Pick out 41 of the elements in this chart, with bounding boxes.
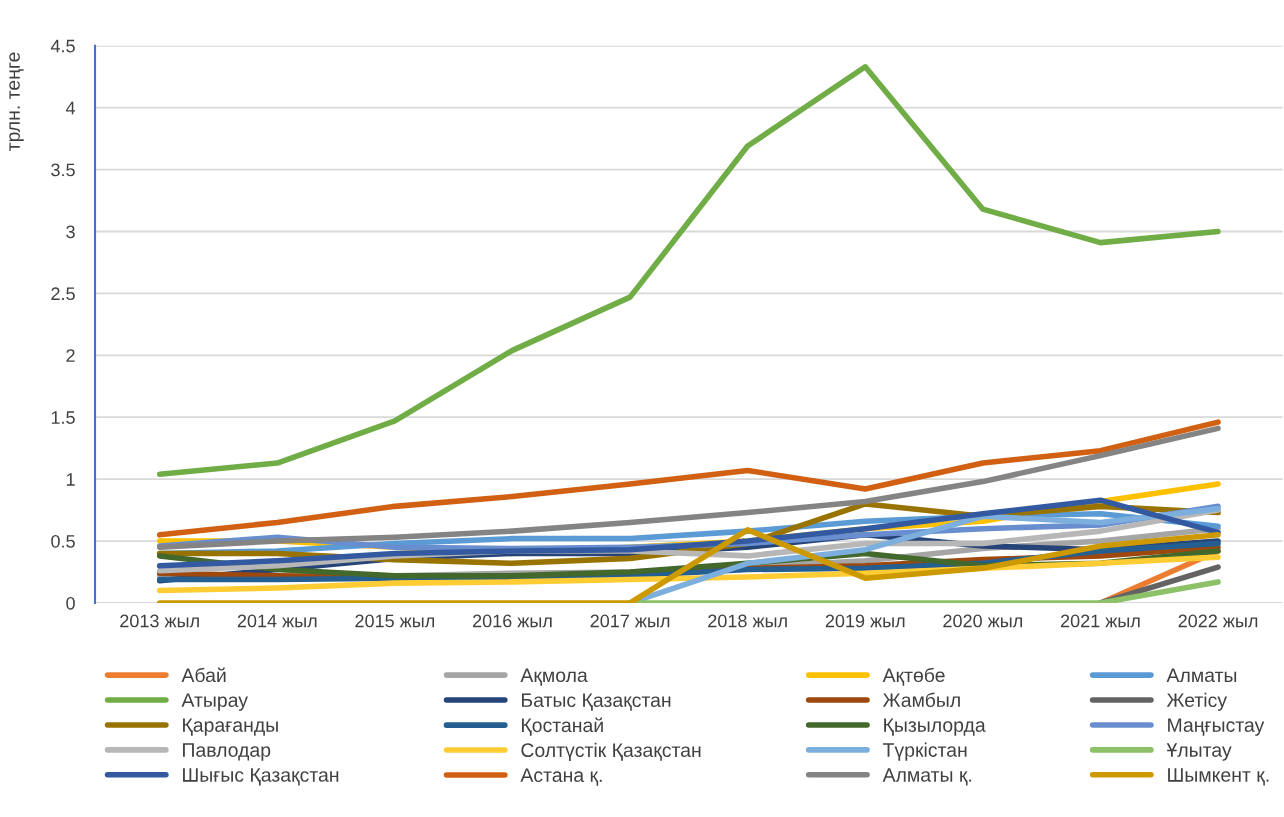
legend-label: Алматы: [1166, 668, 1237, 683]
y-tick-label: 4: [65, 101, 76, 115]
x-tick-label: 2022 жыл: [1178, 614, 1258, 628]
legend-label: Солтүстік Қазақстан: [521, 742, 701, 761]
y-tick-label: 1: [66, 473, 75, 486]
legend-label: Жамбыл: [882, 692, 960, 708]
x-tick-label: 2021 жыл: [1060, 614, 1140, 628]
legend-label: Абай: [181, 667, 226, 683]
legend-label: Ақтөбе: [882, 667, 945, 686]
y-axis-title: трлн. теңге: [9, 52, 24, 151]
legend-label: Қарағанды: [183, 718, 278, 736]
y-tick-label: 1.5: [51, 411, 75, 424]
legend-label: Шығыс Қазақстан: [183, 768, 339, 786]
y-tick-label: 2.5: [51, 287, 75, 301]
x-tick-label: 2017 жыл: [590, 614, 670, 628]
legend-label: Павлодар: [183, 743, 271, 761]
y-tick-label: 2: [66, 349, 75, 362]
y-tick-label: 3.5: [51, 163, 75, 177]
x-tick-label: 2016 жыл: [473, 614, 552, 628]
legend-label: Қостанай: [521, 717, 603, 736]
x-tick-label: 2014 жыл: [237, 614, 317, 628]
legend-label: Ұлытау: [1166, 743, 1232, 761]
legend-label: Жетісу: [1166, 692, 1228, 711]
x-tick-label: 2019 жыл: [825, 614, 905, 628]
y-tick-label: 0.5: [51, 534, 75, 548]
legend-label: Қызылорда: [884, 718, 986, 736]
x-tick-label: 2013 жыл: [120, 614, 199, 628]
legend-label: Батыс Қазақстан: [521, 693, 671, 711]
legend-label: Шымкент қ.: [1168, 768, 1269, 786]
y-tick-label: 0: [66, 596, 75, 610]
legend-label: Маңғыстау: [1168, 718, 1265, 736]
x-tick-label: 2015 жыл: [355, 614, 435, 628]
y-tick-label: 3: [66, 225, 75, 239]
y-tick-label: 4.5: [50, 39, 75, 53]
legend-label: Атырау: [181, 693, 248, 711]
legend-label: Алматы қ.: [882, 768, 972, 786]
legend-label: Астана қ.: [520, 768, 602, 786]
x-tick-label: 2020 жыл: [943, 614, 1022, 628]
legend-label: Ақмола: [520, 668, 588, 686]
x-tick-label: 2018 жыл: [708, 614, 787, 628]
legend-label: Түркістан: [883, 742, 967, 761]
